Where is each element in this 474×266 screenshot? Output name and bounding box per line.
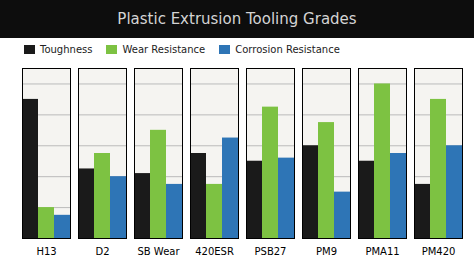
svg-text:SB Wear: SB Wear <box>137 246 180 257</box>
svg-text:PM420: PM420 <box>422 246 456 257</box>
html-text:Plastic Extrusion Tooling Grad: Plastic Extrusion Tooling Grades <box>117 10 357 28</box>
html-text:Corrosion Resistance: Corrosion Resistance <box>235 43 340 55</box>
html-text:Toughness: Toughness <box>40 43 93 55</box>
svg-text:PMA11: PMA11 <box>365 246 399 257</box>
svg-text:D2: D2 <box>95 246 109 257</box>
svg-text:PSB27: PSB27 <box>255 246 287 257</box>
svg-text:420ESR: 420ESR <box>195 246 234 257</box>
svg-text:H13: H13 <box>36 246 56 257</box>
svg-text:PM9: PM9 <box>316 246 337 257</box>
html-text:Wear Resistance: Wear Resistance <box>122 43 206 55</box>
